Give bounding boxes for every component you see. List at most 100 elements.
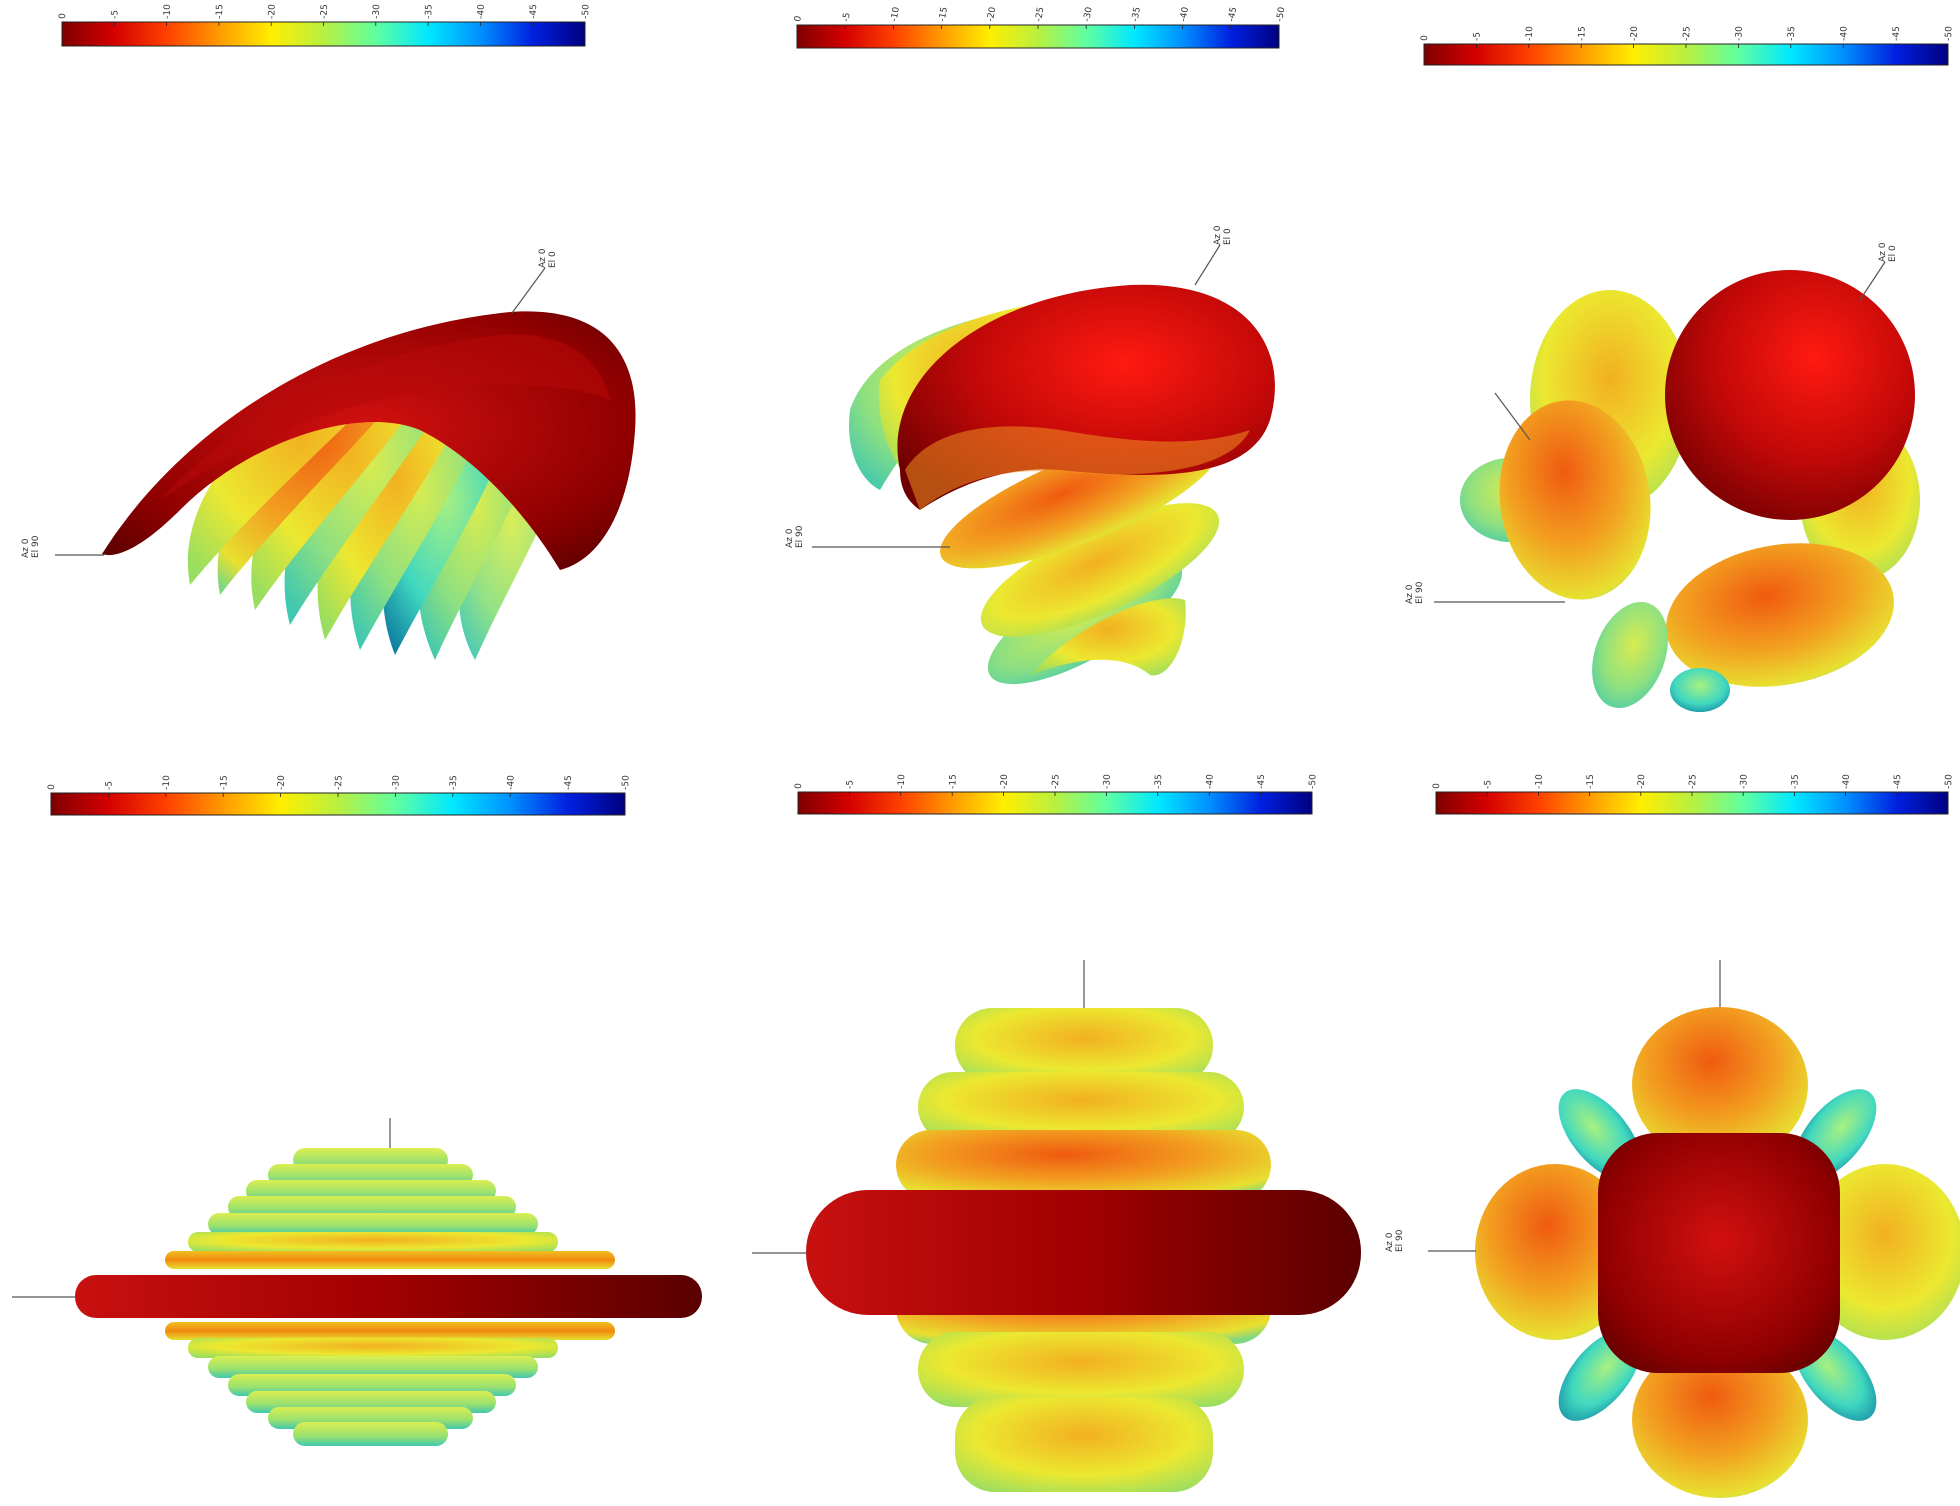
pattern-bottom-middle	[752, 960, 1361, 1492]
colorbar-tick-label: -45	[1257, 774, 1268, 789]
axis-line	[1494, 392, 1531, 441]
colorbar-tick-label: -25	[334, 775, 345, 790]
marker-label-line1: Az 0	[1213, 225, 1223, 245]
ring	[208, 1356, 538, 1378]
marker-line-el0	[1859, 261, 1886, 301]
colorbar-tick-label: -30	[391, 775, 402, 790]
colorbar-tick-label: -45	[1893, 774, 1904, 789]
marker-label-line2: El 90	[795, 525, 805, 548]
colorbar-bottom-left: 0 -5 -10 -15 -20 -25 -30 -35 -40 -45 -50	[47, 775, 632, 816]
colorbar-tick-label: -10	[163, 4, 174, 19]
colorbar-tick-label: -25	[1688, 774, 1699, 789]
colorbar-tick-label: -25	[1034, 6, 1046, 22]
colorbar-tick-label: -5	[845, 780, 855, 789]
colorbar-tick-label: -40	[1179, 6, 1191, 22]
colorbar-top-right: 0 -5 -10 -15 -20 -25 -30 -35 -40 -45 -50	[1420, 26, 1955, 66]
side-lobe-front	[1499, 400, 1651, 600]
ring	[165, 1251, 615, 1269]
colorbar-tick-label: -5	[1472, 32, 1482, 41]
colorbar-tick-label: 0	[47, 784, 57, 790]
marker-label-line1: Az 0	[1878, 242, 1888, 262]
colorbar-tick-label: -25	[1682, 26, 1693, 41]
marker-label-line1: Az 0	[1385, 1232, 1395, 1252]
side-lobe-bottom-small	[1670, 668, 1730, 712]
marker-label-line1: Az 0	[538, 248, 548, 268]
colorbar-tick-label: -35	[449, 775, 460, 790]
colorbar-tick-label: -35	[1787, 26, 1798, 41]
colorbar-tick-label: -30	[372, 4, 383, 19]
ring	[208, 1213, 538, 1235]
colorbar-tick-label: -30	[1734, 26, 1745, 41]
ring	[165, 1322, 615, 1340]
colorbar-tick-label: -35	[424, 4, 435, 19]
colorbar-tick-label: 0	[58, 13, 68, 19]
ring	[918, 1332, 1244, 1407]
colorbar-tick-label: -50	[1944, 26, 1955, 41]
ring	[228, 1374, 516, 1396]
colorbar-tick-label: 0	[794, 783, 804, 789]
lobe-top	[1632, 1007, 1808, 1163]
ring	[228, 1196, 516, 1218]
colorbar-tick-label: 0	[1420, 35, 1430, 41]
main-lobe-disk	[806, 1190, 1361, 1315]
colorbar-tick-label: -35	[1131, 6, 1143, 22]
marker-label-line2: El 90	[31, 535, 41, 558]
colorbar-tick-label: -15	[948, 774, 959, 789]
colorbar-tick-label: -50	[1308, 774, 1319, 789]
pattern-top-middle: Az 0 El 90 Az 0 El 0	[785, 225, 1275, 685]
colorbar-top-middle: 0 -5 -10 -15 -20 -25 -30 -35 -40 -45 -50	[793, 6, 1288, 49]
lobe-left	[1475, 1164, 1635, 1340]
main-lobe-shade	[905, 426, 1250, 510]
colorbar-tick-label: -45	[529, 4, 540, 19]
main-lobe-highlight	[160, 334, 610, 500]
colorbar-tick-label: -20	[986, 6, 998, 22]
marker-label-line2: El 0	[1223, 228, 1233, 245]
colorbar-tick-label: -30	[1102, 774, 1113, 789]
colorbar-tick-label: -5	[1483, 780, 1493, 789]
colorbar-tick-label: -5	[841, 12, 852, 23]
main-lobe-disk	[75, 1275, 702, 1318]
colorbar-tick-label: -20	[1637, 774, 1648, 789]
marker-label-line1: Az 0	[1405, 584, 1415, 604]
colorbar-tick-label: 0	[1432, 783, 1442, 789]
pattern-top-left: Az 0 El 90 Az 0 El 0	[21, 248, 636, 660]
colorbar-tick-label: -10	[1525, 26, 1536, 41]
colorbar-tick-label: -45	[1227, 6, 1239, 22]
colorbar-top-left: 0 -5 -10 -15 -20 -25 -30 -35 -40 -45 -50	[58, 4, 592, 47]
colorbar-tick-label: -15	[1577, 26, 1588, 41]
colorbar-tick-label: -40	[476, 4, 487, 19]
colorbar-tick-label: -15	[219, 775, 230, 790]
side-lobe-bottom	[1592, 601, 1668, 709]
colorbar-tick-label: -50	[581, 4, 592, 19]
sidelobe-lower	[980, 503, 1220, 637]
marker-label-line1: Az 0	[785, 528, 795, 548]
colorbar-tick-label: -5	[104, 781, 114, 790]
pattern-top-right: Az 0 El 90 Az 0 El 0	[1405, 242, 1920, 712]
colorbar-tick-label: -50	[1944, 774, 1955, 789]
main-lobe	[1598, 1133, 1840, 1373]
colorbar-tick-label: -10	[1534, 774, 1545, 789]
colorbar-tick-label: -20	[1630, 26, 1641, 41]
colorbar-bottom-middle: 0 -5 -10 -15 -20 -25 -30 -35 -40 -45 -50	[794, 774, 1319, 815]
colorbar-tick-label: -50	[621, 775, 632, 790]
colorbar-tick-label: -30	[1082, 6, 1094, 22]
colorbar-tick-label: -35	[1790, 774, 1801, 789]
ring	[188, 1338, 558, 1358]
colorbar-tick-label: -10	[897, 774, 908, 789]
sidelobe-rings-upper	[165, 1148, 615, 1269]
lobe-right	[1805, 1164, 1960, 1340]
colorbar-tick-label: -5	[110, 10, 120, 19]
sidelobe-rings-lower	[165, 1322, 615, 1446]
colorbar-tick-label: -10	[162, 775, 173, 790]
sidelobe-tail	[1030, 598, 1186, 676]
marker-line-el0	[1194, 244, 1221, 286]
marker-label-line2: El 90	[1395, 1229, 1405, 1252]
marker-label-line2: El 90	[1415, 581, 1425, 604]
lobe-bottom	[1632, 1342, 1808, 1498]
colorbar-tick-label: 0	[793, 15, 804, 23]
main-lobe	[1665, 270, 1915, 520]
colorbar-tick-label: -25	[1051, 774, 1062, 789]
marker-label-line2: El 0	[1888, 245, 1898, 262]
